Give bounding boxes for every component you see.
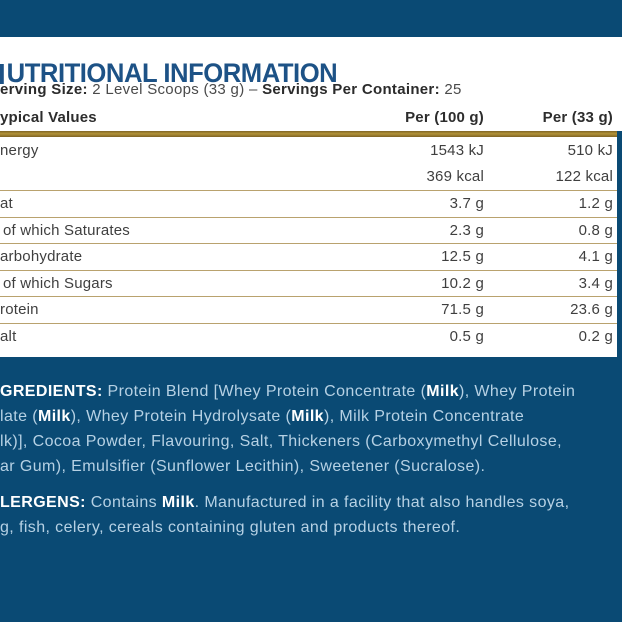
row-value-per-33g: 510 kJ bbox=[567, 141, 613, 159]
table-row-saturates: of which Saturates 2.3 g 0.8 g bbox=[0, 216, 622, 244]
top-brand-bar bbox=[0, 0, 622, 37]
row-value-per-33g: 3.4 g bbox=[578, 274, 613, 292]
table-row-energy-kj: nergy 1543 kJ 510 kJ bbox=[0, 137, 622, 164]
table-row-fat: at 3.7 g 1.2 g bbox=[0, 190, 622, 217]
ingredients-allergens-panel: GREDIENTS: Protein Blend [Whey Protein C… bbox=[0, 357, 622, 622]
row-value-per-33g: 0.2 g bbox=[578, 327, 613, 345]
cropped-letter-stem bbox=[0, 63, 4, 84]
row-label: rotein bbox=[0, 301, 39, 319]
row-label: of which Sugars bbox=[3, 274, 113, 292]
table-header-per-33g: Per (33 g) bbox=[542, 109, 613, 126]
allergens-line: g, fish, celery, cereals containing glut… bbox=[0, 519, 461, 536]
row-label: alt bbox=[0, 327, 17, 345]
table-header-typical-values: ypical Values bbox=[0, 109, 97, 126]
row-value-per-33g: 23.6 g bbox=[570, 301, 613, 319]
row-label: at bbox=[0, 195, 13, 213]
gold-divider-bar bbox=[0, 131, 618, 137]
row-label: arbohydrate bbox=[0, 248, 83, 266]
row-label: nergy bbox=[0, 141, 39, 159]
allergens-paragraph: LERGENS: Contains Milk. Manufactured in … bbox=[0, 490, 569, 540]
row-value-per-100g: 369 kcal bbox=[426, 168, 484, 186]
table-header-row: ypical Values Per (100 g) Per (33 g) bbox=[0, 105, 622, 126]
right-edge-navy-strip bbox=[617, 131, 622, 357]
row-value-per-100g: 2.3 g bbox=[449, 221, 484, 239]
table-row-carbohydrate: arbohydrate 12.5 g 4.1 g bbox=[0, 243, 622, 270]
row-value-per-100g: 10.2 g bbox=[441, 274, 484, 292]
ingredients-line: lk)], Cocoa Powder, Flavouring, Salt, Th… bbox=[0, 433, 562, 450]
ingredients-line: GREDIENTS: Protein Blend [Whey Protein C… bbox=[0, 383, 576, 400]
row-value-per-100g: 0.5 g bbox=[449, 327, 484, 345]
row-value-per-33g: 122 kcal bbox=[555, 168, 613, 186]
nutrition-table: nergy 1543 kJ 510 kJ 369 kcal 122 kcal a… bbox=[0, 137, 622, 349]
ingredients-line: late (Milk), Whey Protein Hydrolysate (M… bbox=[0, 408, 525, 425]
row-value-per-33g: 0.8 g bbox=[578, 221, 613, 239]
row-value-per-100g: 12.5 g bbox=[441, 248, 484, 266]
table-row-salt: alt 0.5 g 0.2 g bbox=[0, 322, 622, 350]
serving-info-line: erving Size: 2 Level Scoops (33 g) – Ser… bbox=[0, 81, 462, 98]
row-value-per-33g: 1.2 g bbox=[578, 195, 613, 213]
row-value-per-100g: 71.5 g bbox=[441, 301, 484, 319]
table-header-per-100g: Per (100 g) bbox=[405, 109, 484, 126]
page-title-text: UTRITIONAL INFORMATION bbox=[6, 58, 338, 89]
ingredients-line: ar Gum), Emulsifier (Sunflower Lecithin)… bbox=[0, 458, 486, 475]
table-row-energy-kcal: 369 kcal 122 kcal bbox=[0, 164, 622, 191]
table-row-protein: rotein 71.5 g 23.6 g bbox=[0, 296, 622, 323]
page-title: UTRITIONAL INFORMATION bbox=[0, 58, 338, 89]
allergens-line: LERGENS: Contains Milk. Manufactured in … bbox=[0, 494, 570, 511]
row-label: of which Saturates bbox=[3, 221, 130, 239]
ingredients-paragraph: GREDIENTS: Protein Blend [Whey Protein C… bbox=[0, 379, 575, 479]
row-value-per-100g: 3.7 g bbox=[449, 195, 484, 213]
row-value-per-33g: 4.1 g bbox=[578, 248, 613, 266]
row-value-per-100g: 1543 kJ bbox=[430, 141, 484, 159]
table-row-sugars: of which Sugars 10.2 g 3.4 g bbox=[0, 269, 622, 297]
